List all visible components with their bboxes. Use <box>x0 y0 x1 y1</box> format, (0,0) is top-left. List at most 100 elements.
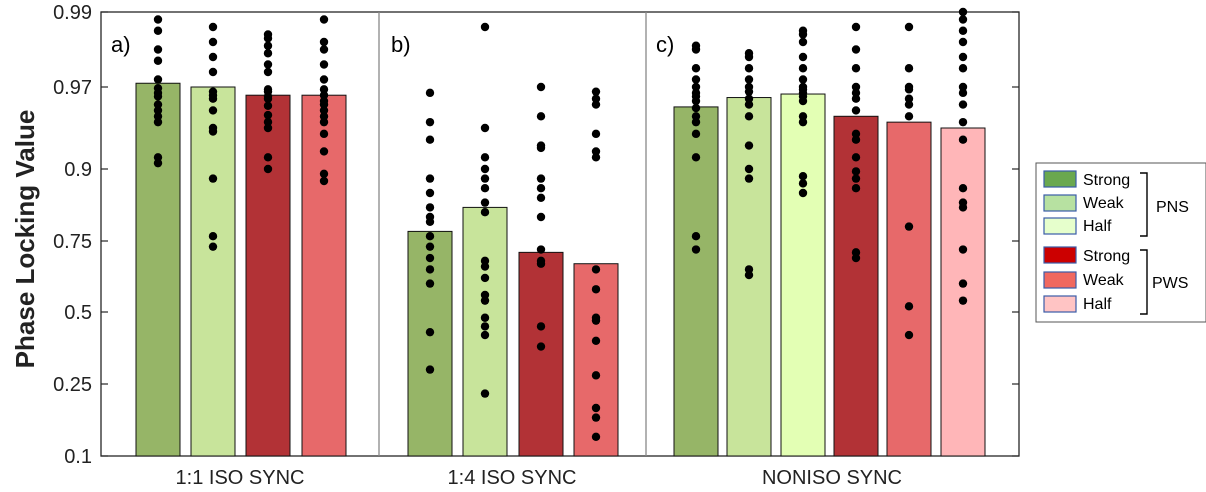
data-point <box>798 64 808 73</box>
bar-pns-strong <box>673 106 719 457</box>
data-point <box>425 217 435 226</box>
data-point <box>744 164 754 174</box>
data-point <box>480 123 490 133</box>
data-point <box>591 336 601 345</box>
legend-swatch-pws-weak <box>1043 271 1077 289</box>
legend-label-pws-weak: Weak <box>1083 272 1125 289</box>
data-point <box>691 117 701 127</box>
data-point <box>591 285 601 294</box>
data-point <box>480 273 490 283</box>
y-tick-label: 0.25 <box>53 374 92 396</box>
data-point <box>851 94 861 103</box>
data-point <box>480 389 490 398</box>
data-point <box>425 242 435 251</box>
data-point <box>319 112 329 121</box>
data-point <box>153 100 163 109</box>
data-point <box>958 100 968 109</box>
data-point <box>958 184 968 193</box>
data-point <box>798 75 808 84</box>
data-point <box>798 96 808 106</box>
data-point <box>153 56 163 65</box>
data-point <box>208 106 218 115</box>
group-labels: a) 1:1 ISO SYNC b) 1:4 ISO SYNC c) NONISO SYN… <box>111 32 902 489</box>
data-point <box>958 296 968 305</box>
data-point <box>744 270 754 280</box>
data-point <box>744 87 754 96</box>
data-point <box>480 322 490 331</box>
data-point <box>904 94 914 103</box>
data-point <box>691 64 701 73</box>
data-point <box>480 296 490 305</box>
data-point <box>798 117 808 127</box>
x-group-label: NONISO SYNC <box>762 467 902 489</box>
data-point <box>425 232 435 241</box>
legend-bracket-pws <box>1140 249 1148 315</box>
data-point <box>691 129 701 139</box>
data-point <box>958 26 968 35</box>
data-point <box>591 153 601 162</box>
data-point <box>691 153 701 162</box>
data-point <box>691 45 701 54</box>
data-point <box>480 330 490 340</box>
bar-pns-strong <box>407 230 453 457</box>
data-point <box>691 96 701 106</box>
data-point <box>851 22 861 32</box>
data-point <box>208 127 218 136</box>
data-point <box>480 153 490 162</box>
data-point <box>851 88 861 98</box>
data-point <box>536 212 546 222</box>
panel-label: b) <box>391 32 411 57</box>
legend: Strong Weak Half PNS Strong Weak Half PW… <box>1035 162 1206 323</box>
data-point <box>851 64 861 73</box>
data-point <box>691 245 701 254</box>
data-point <box>425 265 435 274</box>
legend-bracket-pns <box>1140 172 1148 237</box>
data-point <box>851 135 861 144</box>
y-tick-label: 0.5 <box>64 302 92 324</box>
data-point <box>536 82 546 92</box>
data-point <box>263 123 273 133</box>
data-point <box>744 75 754 84</box>
data-point <box>425 135 435 144</box>
data-point <box>425 253 435 263</box>
data-point <box>851 253 861 263</box>
bar-pns-half <box>780 93 826 457</box>
bar-pns-weak <box>190 86 236 457</box>
data-point <box>904 100 914 109</box>
data-point <box>263 153 273 162</box>
data-point <box>425 327 435 337</box>
legend-swatch-pns-weak <box>1043 194 1077 212</box>
data-point <box>851 184 861 193</box>
data-point <box>153 106 163 115</box>
data-point <box>208 67 218 77</box>
data-point <box>480 262 490 271</box>
data-point <box>591 403 601 413</box>
data-point <box>263 60 273 69</box>
y-tick-label: 0.9 <box>64 159 92 181</box>
data-point <box>319 100 329 109</box>
y-tick-label: 0.75 <box>53 231 92 253</box>
data-point <box>208 232 218 241</box>
data-point <box>319 37 329 47</box>
y-tick-label: 0.97 <box>53 77 92 99</box>
data-point <box>536 322 546 331</box>
data-point <box>480 164 490 174</box>
data-point <box>904 330 914 340</box>
data-point <box>904 64 914 73</box>
data-point <box>425 365 435 374</box>
data-point <box>536 112 546 121</box>
data-point <box>425 117 435 127</box>
data-point <box>153 92 163 101</box>
data-point <box>153 117 163 127</box>
legend-swatch-pns-half <box>1043 217 1077 235</box>
data-point <box>153 45 163 54</box>
data-point <box>319 15 329 24</box>
data-point <box>591 316 601 325</box>
y-tick-label: 0.1 <box>64 446 92 468</box>
data-point <box>798 172 808 181</box>
data-point <box>851 45 861 54</box>
data-point <box>153 15 163 24</box>
data-point <box>153 158 163 168</box>
data-point <box>536 193 546 202</box>
data-point <box>208 52 218 62</box>
